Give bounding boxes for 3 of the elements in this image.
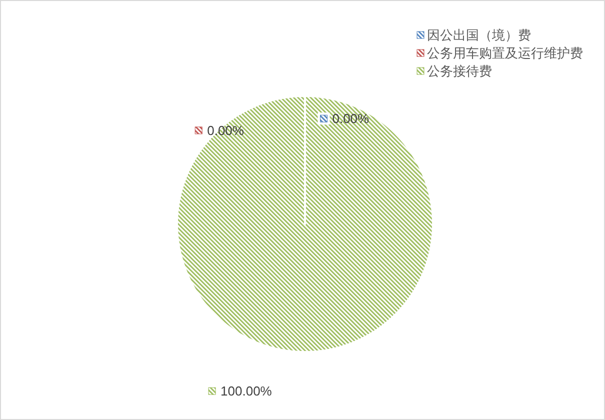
- legend-label: 因公出国（境）费: [427, 28, 531, 42]
- legend-label: 公务用车购置及运行维护费: [427, 46, 583, 60]
- legend-label: 公务接待费: [427, 64, 492, 78]
